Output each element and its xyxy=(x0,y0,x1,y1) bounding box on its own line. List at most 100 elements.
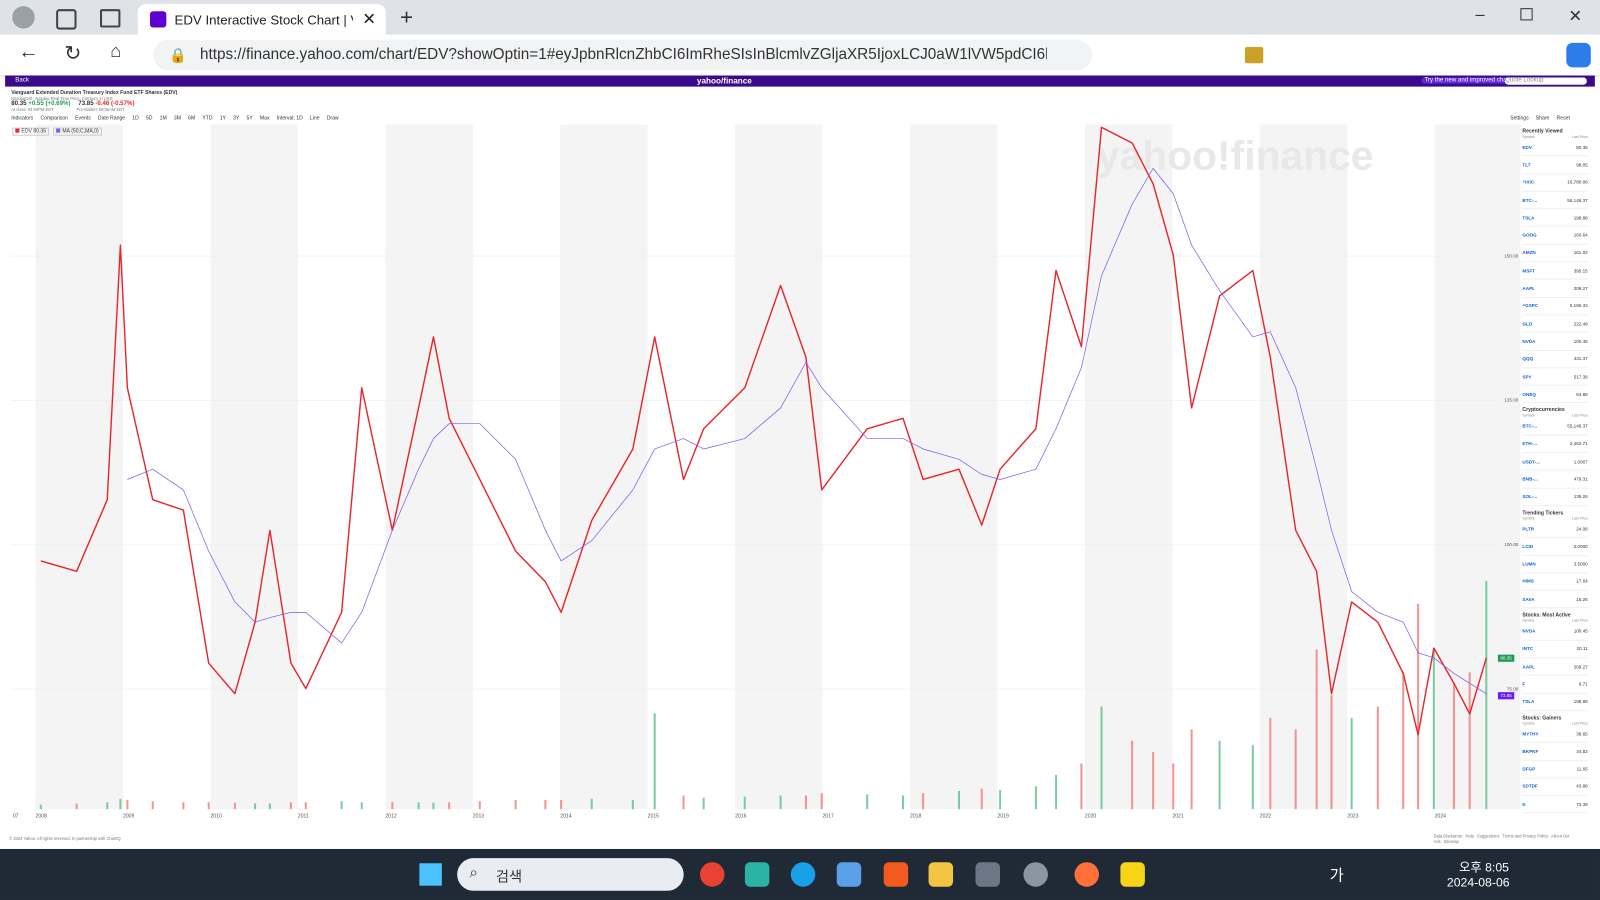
ticker-row[interactable]: EDV 80.35 xyxy=(1522,139,1588,157)
ticker-row[interactable]: AMZN 161.02 xyxy=(1522,245,1588,263)
start-button[interactable] xyxy=(419,863,442,886)
ticker-row[interactable]: PLTR 24.08 xyxy=(1522,520,1588,538)
toolbar-button[interactable]: 3Y xyxy=(233,115,240,122)
ime-indicator[interactable]: 가 xyxy=(1329,867,1344,885)
clock-time[interactable]: 오후 8:05 xyxy=(1459,860,1509,875)
ticker-row[interactable]: ^GSPC 5,186.33 xyxy=(1522,298,1588,316)
settings-icon[interactable] xyxy=(1023,862,1048,887)
promo-button[interactable]: Try the new and improved charts xyxy=(1421,77,1517,84)
ticker-row[interactable]: TLT 98.05 xyxy=(1522,156,1588,175)
ticker-row[interactable]: GOOG 160.64 xyxy=(1522,227,1588,245)
footer-link[interactable]: Help xyxy=(1465,833,1474,839)
copilot-icon[interactable] xyxy=(1566,42,1591,68)
ticker-row[interactable]: ^IXIC 16,780.08 xyxy=(1522,174,1588,192)
ticker-row[interactable]: SOL-... 139.26 xyxy=(1522,488,1588,507)
toolbar-button[interactable]: 1M xyxy=(159,115,167,122)
active-tab[interactable]: EDV Interactive Stock Chart | Van ✕ xyxy=(137,4,386,35)
home-button[interactable]: ⌂ xyxy=(110,40,122,62)
brave-icon[interactable] xyxy=(883,862,909,887)
search-box[interactable]: ⌕ 검색 xyxy=(457,858,684,891)
toolbar-button[interactable]: Draw xyxy=(326,115,339,122)
ticker-row[interactable]: DFGP 11.65 xyxy=(1522,761,1588,779)
ticker-row[interactable]: AAPL 209.27 xyxy=(1522,658,1588,676)
ticker-row[interactable]: AAPL 209.27 xyxy=(1522,280,1588,298)
toolbar-button[interactable]: 1D xyxy=(132,115,139,122)
toolbar-button[interactable]: Line xyxy=(309,115,320,122)
ticker-row[interactable]: F 9.71 xyxy=(1522,676,1588,694)
ticker-row[interactable]: HIMS 17.64 xyxy=(1522,573,1588,591)
ticker-row[interactable]: BTC-... 55,146.37 xyxy=(1522,418,1588,436)
extension-icon[interactable] xyxy=(1244,46,1264,64)
yahoo-logo[interactable]: yahoo/finance xyxy=(696,76,752,86)
ticker-row[interactable]: MSFT 395.15 xyxy=(1522,262,1588,280)
legend-item[interactable]: EDV 80.35 xyxy=(12,127,50,136)
ticker-row[interactable]: GLD 222.48 xyxy=(1522,315,1588,333)
toolbar-button[interactable]: 5Y xyxy=(246,115,253,122)
toolbar-button[interactable]: 5D xyxy=(145,115,153,122)
app-icon[interactable] xyxy=(744,862,770,887)
workspaces-icon[interactable] xyxy=(56,9,77,30)
toolbar-button[interactable]: Interval: 1D xyxy=(276,115,303,122)
toolbar-button[interactable]: Reset xyxy=(1556,115,1570,122)
toolbar-button[interactable]: Comparison xyxy=(40,115,69,122)
edge-icon[interactable] xyxy=(790,862,816,887)
ticker-row[interactable]: ETH-... 2,462.71 xyxy=(1522,435,1588,454)
volume-bar xyxy=(1330,695,1333,810)
ticker-row[interactable]: SPY 517.38 xyxy=(1522,368,1588,386)
ticker-row[interactable]: BKPKF 34.82 xyxy=(1522,743,1588,761)
ticker-row[interactable]: NVDA 100.45 xyxy=(1522,333,1588,351)
profile-icon[interactable] xyxy=(12,6,35,29)
ticker-row[interactable]: SAVA 15.26 xyxy=(1522,591,1588,609)
close-window[interactable]: ✕ xyxy=(1568,8,1583,26)
ticker-row[interactable]: USDT-... 1.0007 xyxy=(1522,453,1588,471)
reload-button[interactable]: ↻ xyxy=(64,42,82,66)
ticker-row[interactable]: TSLA 198.88 xyxy=(1522,693,1588,712)
volume-bar xyxy=(631,800,634,810)
ticker-row[interactable]: BTC-... 55,146.37 xyxy=(1522,192,1588,210)
toolbar-button[interactable]: Indicators xyxy=(11,115,34,122)
tab-actions-icon[interactable] xyxy=(99,9,121,28)
toolbar-button[interactable]: Date Range xyxy=(97,115,126,122)
clock-date[interactable]: 2024-08-06 xyxy=(1446,875,1510,890)
ticker-row[interactable]: BNB-... 479.31 xyxy=(1522,471,1588,489)
ticker-row[interactable]: SDTDF 43.88 xyxy=(1522,778,1588,797)
toolbar-button[interactable]: YTD xyxy=(202,115,213,122)
minimize[interactable]: – xyxy=(1475,6,1485,24)
toolbar-button[interactable]: Max xyxy=(259,115,270,122)
legend-item[interactable]: MA (50,C,MA,0) xyxy=(53,127,102,136)
ticker-row[interactable]: ONEQ 63.88 xyxy=(1522,386,1588,404)
chrome-icon[interactable] xyxy=(699,862,725,887)
toolbar-button[interactable]: 6M xyxy=(188,115,196,122)
footer-link[interactable]: Sitemap xyxy=(1443,838,1459,844)
footer-link[interactable]: Suggestions xyxy=(1476,833,1500,839)
ticker-row[interactable]: LCID 2.0000 xyxy=(1522,538,1588,556)
url-field[interactable]: 🔒 https://finance.yahoo.com/chart/EDV?sh… xyxy=(153,39,1092,71)
firefox-icon[interactable] xyxy=(1074,862,1099,887)
calculator-icon[interactable] xyxy=(975,862,1000,887)
footer-link[interactable]: Data Disclaimer xyxy=(1433,833,1463,839)
back-link[interactable]: Back xyxy=(15,77,29,84)
ticker-row[interactable]: K 73.39 xyxy=(1522,796,1588,814)
footer-link[interactable]: About Our Ads xyxy=(1433,833,1570,844)
explorer-icon[interactable] xyxy=(928,862,954,887)
sticky-notes-icon[interactable] xyxy=(1120,862,1145,887)
notepad-icon[interactable] xyxy=(836,862,862,887)
toolbar-button[interactable]: 1Y xyxy=(219,115,226,122)
footer-link[interactable]: Terms and Privacy Policy xyxy=(1502,833,1549,839)
ticker-row[interactable]: MYTHY 38.65 xyxy=(1522,725,1588,744)
ticker-row[interactable]: TSLA 198.88 xyxy=(1522,209,1588,228)
toolbar-button[interactable]: Events xyxy=(75,115,91,122)
toolbar-button[interactable]: Share xyxy=(1535,115,1550,122)
ticker-row[interactable]: QQQ 431.37 xyxy=(1522,351,1588,369)
ticker-row[interactable]: LUMN 3.5000 xyxy=(1522,556,1588,574)
toolbar-button[interactable]: Settings xyxy=(1510,115,1529,122)
quote-lookup[interactable]: Quote Lookup xyxy=(1505,77,1587,85)
new-tab[interactable]: + xyxy=(399,4,414,30)
close-tab[interactable]: ✕ xyxy=(362,11,376,29)
ticker-row[interactable]: NVDA 100.45 xyxy=(1522,623,1588,641)
maximize[interactable] xyxy=(1520,8,1533,21)
sidebar-section: Stocks: Gainers Symbol Last Price MYTHY 38.6… xyxy=(1522,715,1588,814)
ticker-row[interactable]: INTC 20.11 xyxy=(1522,641,1588,659)
back-button[interactable]: ← xyxy=(18,40,39,64)
toolbar-button[interactable]: 3M xyxy=(173,115,181,122)
